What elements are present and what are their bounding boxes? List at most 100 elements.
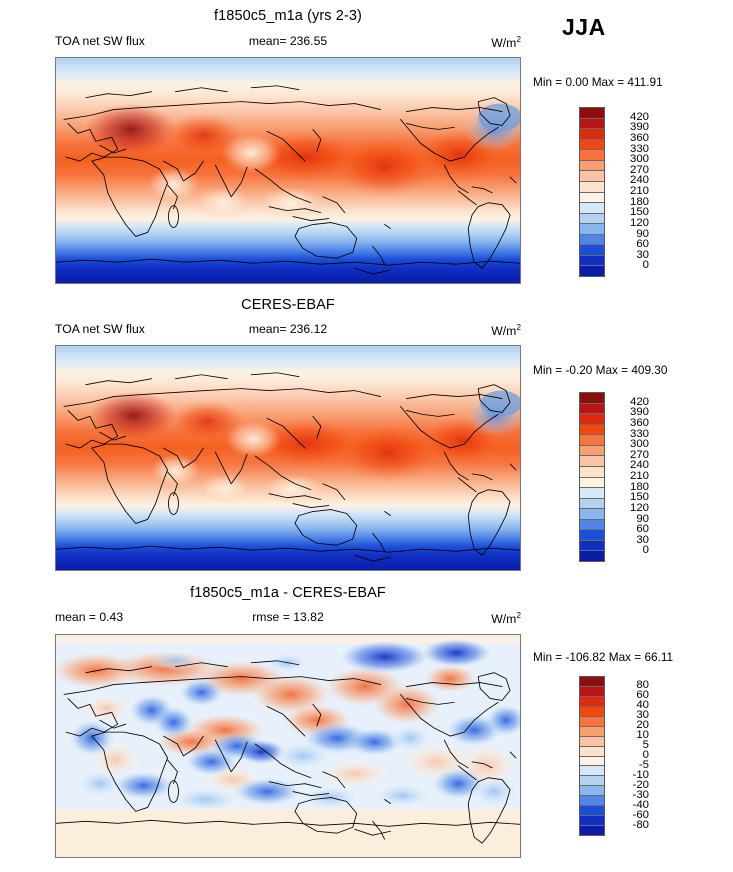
map-image-model — [56, 58, 520, 283]
colorbar-tick-label: 240 — [629, 459, 649, 472]
colorbar-tick-label: 300 — [629, 438, 649, 451]
colorbar-cell — [580, 266, 604, 276]
colorbar-cell — [580, 213, 604, 225]
colorbar-labels-obs: 420 390 360 330 300 270 240 210 180 150 120 90 60 30 0 — [609, 392, 655, 562]
minmax-model: Min = 0.00 Max = 411.91 — [533, 75, 663, 89]
colorbar-tick-label: 60 — [636, 523, 649, 536]
colorbar-strip-model — [579, 107, 605, 277]
minmax-difference: Min = -106.82 Max = 66.11 — [533, 650, 674, 664]
colorbar-cell — [580, 677, 604, 687]
colorbar-tick-label: 80 — [636, 679, 649, 691]
units-text: W/m — [491, 36, 517, 51]
colorbar-tick-label: 330 — [629, 142, 649, 155]
colorbar-tick-label: 210 — [629, 185, 649, 197]
colorbar-strip-obs — [579, 392, 605, 562]
colorbar-cell — [580, 150, 604, 161]
colorbar-tick-label: -20 — [632, 779, 649, 791]
colorbar-tick-label: 120 — [629, 501, 649, 514]
colorbar-cell — [580, 181, 604, 193]
colorbar-tick-label: 20 — [636, 719, 649, 731]
season-label: JJA — [562, 14, 606, 40]
colorbar-tick-label: 180 — [629, 195, 649, 208]
panel-units-label-model: W/m2 — [55, 34, 521, 50]
panel-center-label-model: mean= 236.55 — [248, 34, 328, 48]
colorbar-cell — [580, 551, 604, 561]
colorbar-tick-label: 60 — [636, 238, 649, 251]
colorbar-tick-label: 5 — [642, 739, 649, 751]
colorbar-cell — [580, 686, 604, 697]
colorbar-tick-label: 30 — [636, 709, 649, 721]
colorbar-tick-label: 30 — [636, 533, 649, 546]
units-exponent: 2 — [516, 322, 521, 332]
colorbar-cell — [580, 456, 604, 467]
colorbar-cell — [580, 530, 604, 541]
colorbar-cell — [580, 498, 604, 510]
colorbar-tick-label: 270 — [629, 448, 649, 461]
map-image-difference — [56, 635, 520, 857]
colorbar-cell — [580, 129, 604, 140]
colorbar-cell — [580, 160, 604, 172]
colorbar-cell — [580, 746, 604, 757]
colorbar-tick-label: -30 — [632, 789, 649, 801]
colorbar-tick-label: 360 — [629, 131, 649, 144]
colorbar-cell — [580, 509, 604, 520]
colorbar-cell — [580, 706, 604, 717]
colorbar-tick-label: -60 — [632, 809, 649, 821]
colorbar-cell — [580, 786, 604, 797]
colorbar-tick-label: 240 — [629, 174, 649, 187]
colorbar-cell — [580, 445, 604, 457]
panel-center-label-difference: rmse = 13.82 — [252, 610, 324, 624]
colorbar-cell — [580, 488, 604, 499]
panel-left-label-difference: mean = 0.43 — [55, 610, 124, 624]
colorbar-tick-label: 90 — [636, 512, 649, 525]
colorbar-cell — [580, 234, 604, 246]
map-panel-obs[interactable] — [55, 345, 521, 571]
colorbar-labels-difference: 80 60 40 30 20 10 5 0 -5 -10 -20 -30 -40 -60 -80 — [609, 676, 655, 836]
units-text: W/m — [491, 324, 517, 339]
colorbar-cell — [580, 403, 604, 415]
colorbar-difference: 80 60 40 30 20 10 5 0 -5 -10 -20 -30 -40 -60 -80 — [579, 676, 669, 836]
units-exponent: 2 — [516, 610, 521, 620]
colorbar-tick-label: 10 — [636, 729, 649, 741]
colorbar-cell — [580, 806, 604, 817]
colorbar-cell — [580, 696, 604, 707]
colorbar-tick-label: 420 — [629, 110, 649, 123]
colorbar-cell — [580, 203, 604, 214]
colorbar-tick-label: 390 — [629, 121, 649, 134]
colorbar-tick-label: 60 — [636, 689, 649, 701]
map-panel-difference[interactable] — [55, 634, 521, 858]
colorbar-cell — [580, 756, 604, 767]
units-exponent: 2 — [516, 34, 521, 44]
colorbar-cell — [580, 736, 604, 747]
colorbar-cell — [580, 393, 604, 404]
colorbar-tick-label: 30 — [636, 248, 649, 261]
colorbar-labels-model: 420 390 360 330 300 270 240 210 180 150 120 90 60 30 0 — [609, 107, 655, 277]
colorbar-cell — [580, 477, 604, 489]
colorbar-tick-label: 40 — [636, 699, 649, 711]
colorbar-cell — [580, 245, 604, 256]
colorbar-cell — [580, 540, 604, 552]
panel-left-label-model: TOA net SW flux — [55, 34, 145, 48]
colorbar-cell — [580, 435, 604, 446]
map-panel-model[interactable] — [55, 57, 521, 284]
colorbar-cell — [580, 826, 604, 835]
colorbar-tick-label: 0 — [642, 544, 649, 557]
colorbar-cell — [580, 171, 604, 182]
colorbar-tick-label: 120 — [629, 216, 649, 229]
colorbar-tick-label: 390 — [629, 406, 649, 419]
panel-title-obs: CERES-EBAF — [241, 297, 335, 313]
colorbar-tick-label: 300 — [629, 153, 649, 166]
colorbar-tick-label: 150 — [629, 206, 649, 219]
panel-center-label-obs: mean= 236.12 — [248, 322, 328, 336]
colorbar-tick-label: 90 — [636, 227, 649, 240]
colorbar-cell — [580, 816, 604, 827]
colorbar-cell — [580, 766, 604, 777]
colorbar-cell — [580, 108, 604, 119]
colorbar-tick-label: 210 — [629, 470, 649, 482]
colorbar-tick-label: 0 — [642, 259, 649, 272]
colorbar-cell — [580, 224, 604, 235]
colorbar-cell — [580, 716, 604, 727]
colorbar-cell — [580, 255, 604, 267]
colorbar-model: 420 390 360 330 300 270 240 210 180 150 120 90 60 30 0 — [579, 107, 669, 277]
